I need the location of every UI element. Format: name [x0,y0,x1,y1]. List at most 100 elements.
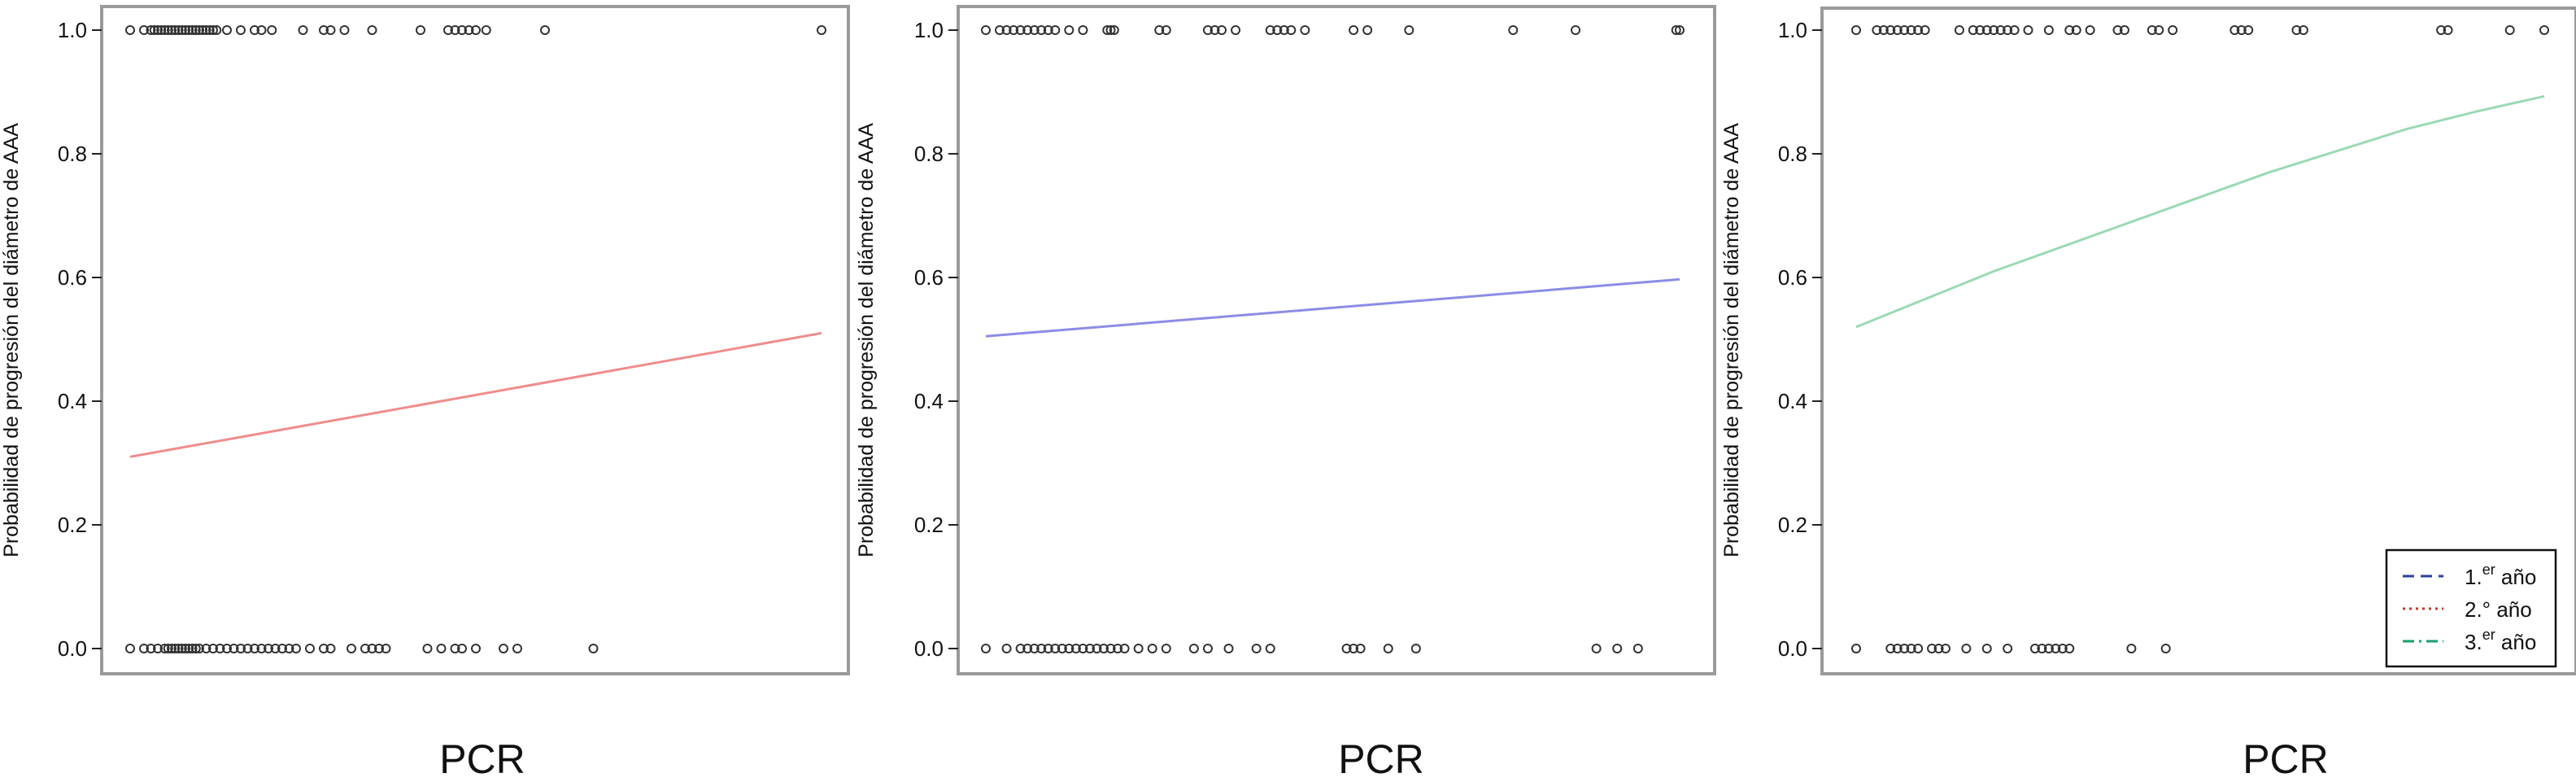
data-point [588,644,599,653]
data-point [1001,25,1012,35]
data-point [450,25,460,35]
y-axis-label: Probabilidad de progresión del diámetro … [855,123,878,557]
y-tick-label: 0.8 [58,142,87,166]
fitted-curve [129,331,822,458]
data-point [149,25,159,35]
y-axis-label: Probabilidad de progresión del diámetro … [1720,123,1743,557]
data-point [2003,644,2013,653]
data-point [1286,25,1297,35]
data-point [1981,644,1992,653]
data-point [167,644,177,653]
data-point [1272,25,1283,35]
data-point [1001,644,1012,653]
data-point [457,644,467,653]
data-point [163,644,173,653]
data-point [1954,25,1964,35]
data-point [187,644,198,653]
data-point [146,25,156,35]
y-tick-label: 0.0 [914,636,944,661]
data-point [1099,644,1109,653]
data-point [1109,25,1119,35]
y-tick-label: 1.0 [58,18,87,42]
data-point [2443,25,2453,35]
data-point [1571,25,1581,35]
data-point [139,644,149,653]
data-point [208,644,218,653]
data-point [1161,644,1171,653]
data-point [277,644,287,653]
plot-frame [957,5,1716,675]
data-point [1920,25,1930,35]
data-point [2147,25,2157,35]
data-point [1092,644,1102,653]
data-point [208,25,218,35]
data-point [2298,25,2308,35]
data-point [2126,644,2137,653]
data-point [422,644,433,653]
data-point [201,25,211,35]
data-point [1029,25,1040,35]
data-point [2003,25,2013,35]
data-point [170,25,181,35]
data-point [2064,25,2075,35]
data-point [1885,25,1896,35]
y-tick-label: 0.4 [1778,389,1807,413]
data-point [184,644,194,653]
data-point [1064,25,1074,35]
y-tick-label: 1.0 [1778,18,1807,42]
data-point [1251,644,1262,653]
data-point [198,25,208,35]
data-point [204,25,215,35]
legend-label: 3.er año [2465,627,2536,654]
y-tick-label: 0.6 [58,265,87,290]
data-point [139,25,149,35]
data-point [443,25,453,35]
data-point [1015,644,1026,653]
data-point [1851,25,1861,35]
data-point [1029,644,1040,653]
data-point [2085,25,2095,35]
y-tick-label: 0.4 [914,389,944,413]
data-point [381,644,391,653]
data-point [1913,644,1924,653]
data-point [817,25,826,35]
data-point [1349,644,1359,653]
data-point [167,25,177,35]
plot-frame [1820,7,2576,675]
data-point [2051,644,2061,653]
data-point [1043,644,1053,653]
fitted-curve [985,277,1680,338]
data-point [1022,644,1033,653]
data-point [1906,644,1916,653]
data-point [1154,25,1165,35]
data-point [2037,644,2047,653]
y-tick-label: 0.8 [914,142,944,166]
data-point [2243,25,2254,35]
x-axis-label: PCR [439,736,525,782]
data-point [1078,25,1088,35]
data-point [1632,644,1643,653]
data-point [2436,25,2447,35]
data-point [2064,644,2075,653]
y-tick-label: 1.0 [914,18,944,42]
data-point [1050,25,1061,35]
data-point [319,644,329,653]
y-tick-label: 0.2 [58,513,87,537]
data-point [1161,25,1171,35]
data-point [170,644,181,653]
data-point [1217,25,1227,35]
plot-frame [100,5,850,675]
data-point [156,25,167,35]
data-point [1265,25,1275,35]
data-point [159,644,170,653]
data-point [2236,25,2247,35]
data-point [201,644,211,653]
data-point [1009,25,1019,35]
data-point [1113,644,1123,653]
data-point [1906,25,1916,35]
chart-panel-3: 0.0 0.2 0.4 0.6 0.8 1.0 Probabilidad de progre… [1720,7,2576,782]
data-point [2154,25,2164,35]
y-tick-label: 0.2 [1778,513,1807,537]
data-point [2119,25,2129,35]
